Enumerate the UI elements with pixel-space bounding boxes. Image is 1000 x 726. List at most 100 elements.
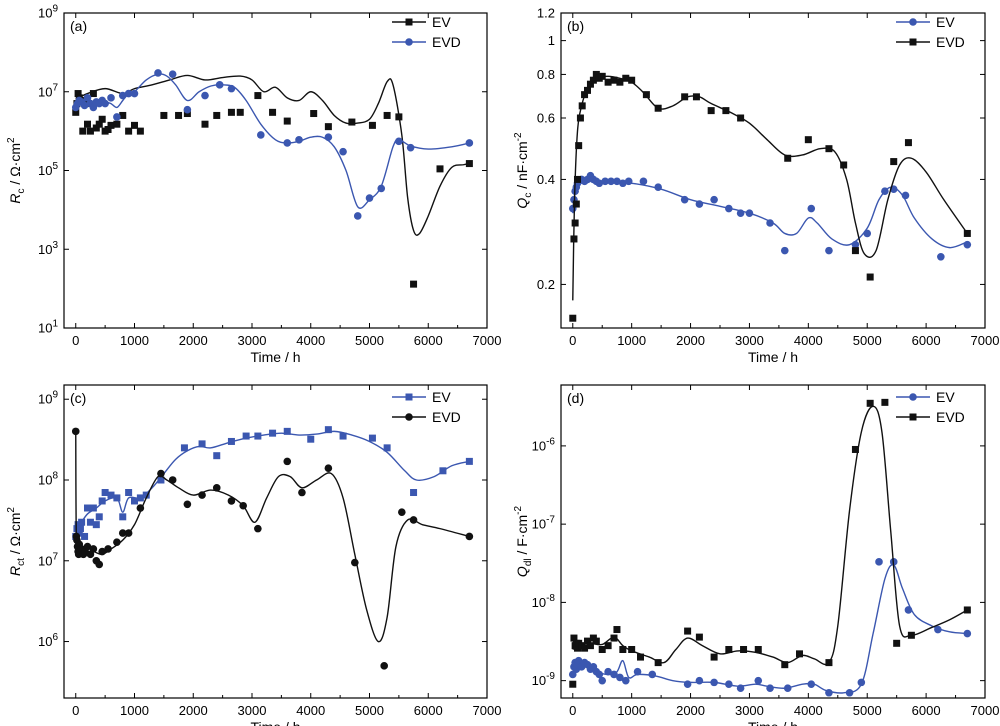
- data-point: [104, 125, 112, 133]
- plot-frame: [63, 12, 488, 329]
- y-tick-label: 101: [38, 319, 58, 336]
- data-point: [866, 399, 874, 407]
- data-point: [633, 667, 642, 676]
- x-tick-label: 6000: [912, 703, 941, 718]
- data-point: [73, 525, 81, 533]
- series-curve: [572, 405, 968, 666]
- data-point: [398, 508, 406, 516]
- x-tick-label: 2000: [179, 333, 208, 348]
- series-curve: [572, 564, 968, 694]
- data-point: [307, 435, 315, 443]
- x-tick-label: 7000: [473, 333, 502, 348]
- data-point: [131, 121, 138, 129]
- data-point: [124, 89, 133, 98]
- data-point: [851, 445, 859, 453]
- data-point: [569, 680, 577, 688]
- legend-label: EV: [936, 389, 955, 405]
- data-point: [937, 253, 945, 261]
- data-point: [851, 247, 859, 255]
- plot-frame: [560, 12, 986, 329]
- x-tick-label: 5000: [355, 333, 384, 348]
- data-point: [98, 497, 106, 505]
- y-label-subscript: c: [523, 193, 534, 198]
- legend-label: EVD: [432, 34, 461, 50]
- data-point: [825, 145, 833, 153]
- legend-marker: [405, 413, 413, 421]
- x-tick-label: 6000: [912, 333, 941, 348]
- panel-label: (a): [70, 18, 87, 34]
- data-point: [581, 644, 589, 652]
- data-point: [781, 661, 789, 669]
- data-point: [84, 504, 91, 512]
- data-point: [409, 516, 418, 524]
- data-point: [383, 111, 391, 119]
- data-point: [119, 513, 127, 521]
- x-axis-label: Time / h: [250, 719, 300, 726]
- data-point: [227, 108, 235, 116]
- data-point: [584, 637, 591, 645]
- data-point: [904, 139, 912, 147]
- data-point: [875, 558, 883, 566]
- data-point: [201, 91, 209, 100]
- data-point: [963, 229, 971, 237]
- data-point: [784, 154, 792, 162]
- data-point: [825, 246, 833, 255]
- data-point: [107, 94, 115, 102]
- x-tick-label: 1000: [120, 333, 149, 348]
- x-tick-label: 4000: [296, 333, 325, 348]
- data-point: [119, 111, 127, 119]
- data-point: [353, 212, 362, 220]
- data-point: [95, 120, 103, 128]
- data-point: [725, 646, 733, 654]
- data-point: [283, 139, 292, 147]
- y-tick-exponent: 9: [52, 390, 58, 401]
- data-point: [254, 432, 262, 440]
- data-point: [683, 680, 692, 689]
- legend-marker: [909, 18, 917, 26]
- y-tick-label: 107: [38, 82, 58, 99]
- data-point: [963, 629, 972, 638]
- legend-marker: [909, 393, 917, 401]
- data-point: [406, 143, 415, 152]
- x-tick-label: 4000: [794, 703, 823, 718]
- data-point: [607, 177, 615, 186]
- data-point: [310, 110, 318, 118]
- data-point: [125, 489, 133, 497]
- data-point: [98, 547, 106, 556]
- plot-frame: [63, 384, 488, 699]
- y-tick-label: 0.6: [537, 111, 555, 126]
- data-point: [154, 69, 162, 77]
- data-point: [624, 177, 633, 186]
- x-tick-label: 4000: [794, 333, 823, 348]
- data-point: [339, 432, 347, 440]
- x-tick-label: 6000: [414, 703, 443, 718]
- y-label-superscript: -2: [513, 132, 524, 141]
- data-point: [254, 524, 262, 533]
- data-point: [907, 631, 915, 639]
- y-tick-exponent: -9: [546, 671, 555, 682]
- data-point: [569, 314, 577, 322]
- y-tick-base: 10: [38, 321, 52, 336]
- data-point: [283, 457, 292, 466]
- y-tick-exponent: 8: [52, 470, 58, 481]
- data-point: [436, 165, 444, 173]
- data-point: [736, 209, 745, 218]
- y-tick-exponent: 5: [52, 161, 58, 172]
- data-point: [622, 74, 630, 82]
- x-tick-label: 0: [569, 333, 576, 348]
- data-point: [574, 656, 583, 665]
- data-point: [81, 532, 89, 540]
- plot-frame: [560, 384, 986, 699]
- data-point: [89, 504, 97, 512]
- data-point: [783, 684, 792, 693]
- data-point: [283, 427, 291, 435]
- y-tick-base: 10: [532, 517, 546, 532]
- data-point: [586, 80, 594, 88]
- data-point: [692, 93, 700, 101]
- y-tick-label: 10-6: [532, 436, 556, 453]
- series-curve: [572, 75, 968, 301]
- panel-c: 0 1000 2000 3000 4000 5000 6000 700010610710810…: [6, 384, 501, 726]
- data-point: [681, 93, 689, 101]
- data-point: [89, 90, 97, 98]
- data-point: [465, 139, 474, 147]
